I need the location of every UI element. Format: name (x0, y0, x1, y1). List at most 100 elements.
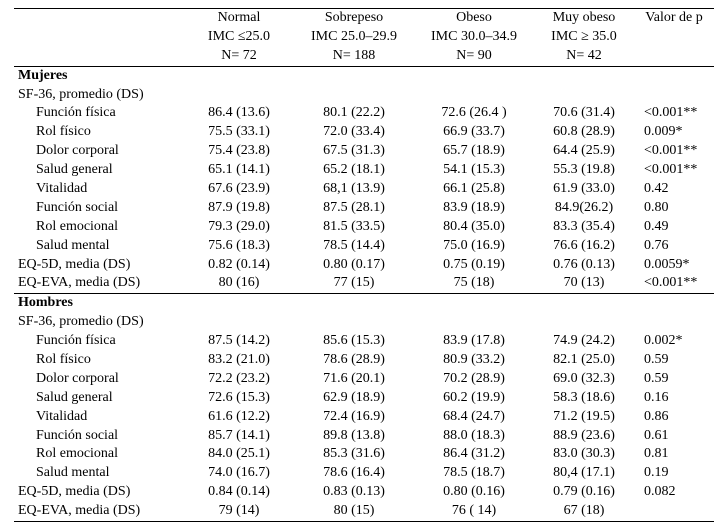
p-value (634, 502, 714, 521)
cell: 66.1 (25.8) (414, 180, 534, 199)
row-label: Vitalidad (14, 180, 184, 199)
p-value: <0.001** (634, 104, 714, 123)
cell: 54.1 (15.3) (414, 161, 534, 180)
p-value: 0.59 (634, 351, 714, 370)
row-label: Dolor corporal (14, 370, 184, 389)
row-label: Función física (14, 332, 184, 351)
cell: 72.4 (16.9) (294, 408, 414, 427)
cell: 80 (15) (294, 502, 414, 521)
row-label: Función física (14, 104, 184, 123)
p-value: <0.001** (634, 142, 714, 161)
cell: 87.5 (14.2) (184, 332, 294, 351)
cell: 68.4 (24.7) (414, 408, 534, 427)
p-value: 0.42 (634, 180, 714, 199)
row-label: Función social (14, 199, 184, 218)
cell: 67.5 (31.3) (294, 142, 414, 161)
header-blank (14, 9, 184, 28)
cell: 78.5 (14.4) (294, 237, 414, 256)
p-value: 0.16 (634, 389, 714, 408)
cell: 82.1 (25.0) (534, 351, 634, 370)
row-label: EQ-EVA, media (DS) (14, 274, 184, 293)
p-value: 0.49 (634, 218, 714, 237)
cell: 89.8 (13.8) (294, 427, 414, 446)
cell: 76.6 (16.2) (534, 237, 634, 256)
row-label: EQ-5D, media (DS) (14, 483, 184, 502)
col-imc-muyobeso: IMC ≥ 35.0 (534, 28, 634, 47)
p-value: <0.001** (634, 161, 714, 180)
cell: 83.2 (21.0) (184, 351, 294, 370)
section-mujeres: Mujeres (14, 66, 714, 85)
cell: 60.8 (28.9) (534, 123, 634, 142)
cell: 80.9 (33.2) (414, 351, 534, 370)
table-row: Dolor corporal 72.2 (23.2) 71.6 (20.1) 7… (14, 370, 714, 389)
row-label: Rol físico (14, 123, 184, 142)
results-table: Normal Sobrepeso Obeso Muy obeso Valor d… (14, 8, 714, 522)
p-value: 0.002* (634, 332, 714, 351)
cell: 75.0 (16.9) (414, 237, 534, 256)
col-imc-normal: IMC ≤25.0 (184, 28, 294, 47)
p-value: 0.76 (634, 237, 714, 256)
col-n-obeso: N= 90 (414, 47, 534, 66)
row-label: Salud general (14, 389, 184, 408)
cell: 66.9 (33.7) (414, 123, 534, 142)
cell: 83.3 (35.4) (534, 218, 634, 237)
cell: 85.7 (14.1) (184, 427, 294, 446)
cell: 0.83 (0.13) (294, 483, 414, 502)
table-row: Rol emocional 84.0 (25.1) 85.3 (31.6) 86… (14, 445, 714, 464)
p-value: 0.009* (634, 123, 714, 142)
col-imc-sobrepeso: IMC 25.0–29.9 (294, 28, 414, 47)
table-row: Función social 85.7 (14.1) 89.8 (13.8) 8… (14, 427, 714, 446)
table-row: Salud mental 74.0 (16.7) 78.6 (16.4) 78.… (14, 464, 714, 483)
table-row: EQ-EVA, media (DS) 80 (16) 77 (15) 75 (1… (14, 274, 714, 293)
section-hombres: Hombres (14, 294, 714, 313)
cell: 70.6 (31.4) (534, 104, 634, 123)
row-label: EQ-5D, media (DS) (14, 256, 184, 275)
cell: 64.4 (25.9) (534, 142, 634, 161)
table-row: Función física 87.5 (14.2) 85.6 (15.3) 8… (14, 332, 714, 351)
cell: 60.2 (19.9) (414, 389, 534, 408)
cell: 55.3 (19.8) (534, 161, 634, 180)
cell: 0.80 (0.17) (294, 256, 414, 275)
cell: 75.4 (23.8) (184, 142, 294, 161)
cell: 83.0 (30.3) (534, 445, 634, 464)
p-value: 0.59 (634, 370, 714, 389)
cell: 71.6 (20.1) (294, 370, 414, 389)
cell: 80,4 (17.1) (534, 464, 634, 483)
cell: 78.6 (16.4) (294, 464, 414, 483)
p-value: 0.61 (634, 427, 714, 446)
hombres-sf36-label: SF-36, promedio (DS) (14, 313, 714, 332)
cell: 61.6 (12.2) (184, 408, 294, 427)
cell: 0.84 (0.14) (184, 483, 294, 502)
col-header-muyobeso: Muy obeso (534, 9, 634, 28)
row-label: Dolor corporal (14, 142, 184, 161)
table-row: Vitalidad 67.6 (23.9) 68,1 (13.9) 66.1 (… (14, 180, 714, 199)
cell: 81.5 (33.5) (294, 218, 414, 237)
cell: 86.4 (31.2) (414, 445, 534, 464)
cell: 85.6 (15.3) (294, 332, 414, 351)
table-row: Dolor corporal 75.4 (23.8) 67.5 (31.3) 6… (14, 142, 714, 161)
cell: 72.6 (15.3) (184, 389, 294, 408)
p-value: 0.0059* (634, 256, 714, 275)
table-row: Rol emocional 79.3 (29.0) 81.5 (33.5) 80… (14, 218, 714, 237)
cell: 79 (14) (184, 502, 294, 521)
row-label: Vitalidad (14, 408, 184, 427)
cell: 69.0 (32.3) (534, 370, 634, 389)
cell: 65.7 (18.9) (414, 142, 534, 161)
cell: 80 (16) (184, 274, 294, 293)
cell: 67.6 (23.9) (184, 180, 294, 199)
p-value: <0.001** (634, 274, 714, 293)
col-header-pvalue: Valor de p (634, 9, 714, 28)
table-row: Salud general 72.6 (15.3) 62.9 (18.9) 60… (14, 389, 714, 408)
cell: 84.9(26.2) (534, 199, 634, 218)
cell: 85.3 (31.6) (294, 445, 414, 464)
p-value: 0.80 (634, 199, 714, 218)
col-header-obeso: Obeso (414, 9, 534, 28)
col-n-sobrepeso: N= 188 (294, 47, 414, 66)
cell: 70 (13) (534, 274, 634, 293)
cell: 84.0 (25.1) (184, 445, 294, 464)
col-imc-obeso: IMC 30.0–34.9 (414, 28, 534, 47)
row-label: Salud mental (14, 237, 184, 256)
table-row: Salud general 65.1 (14.1) 65.2 (18.1) 54… (14, 161, 714, 180)
cell: 78.5 (18.7) (414, 464, 534, 483)
table-row: Función social 87.9 (19.8) 87.5 (28.1) 8… (14, 199, 714, 218)
